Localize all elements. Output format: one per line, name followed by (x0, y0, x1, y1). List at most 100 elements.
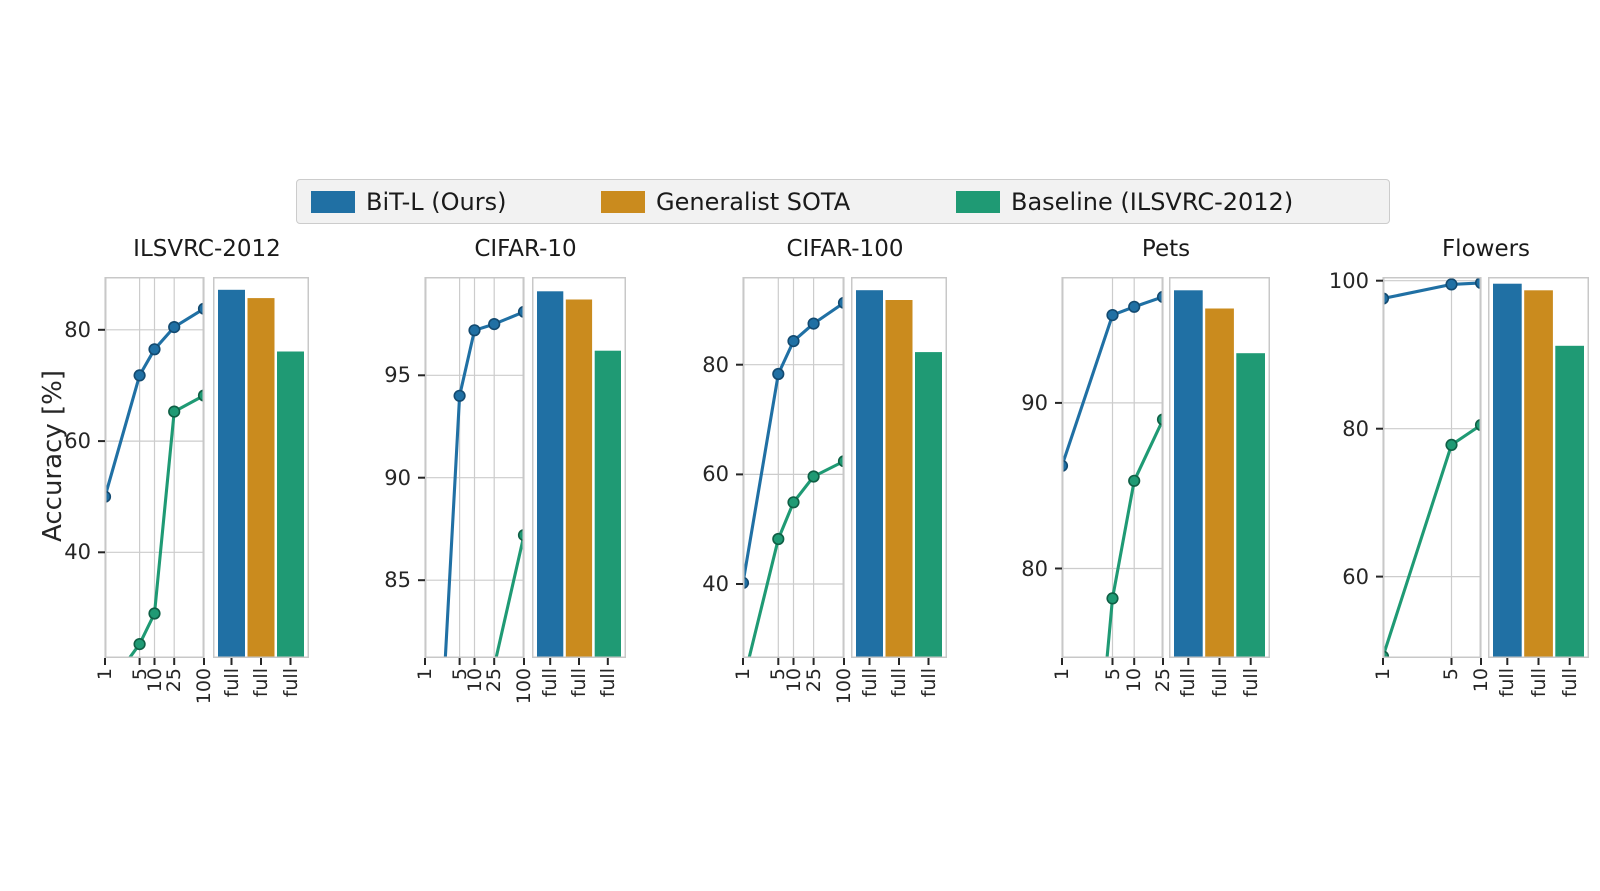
axes-spine (105, 277, 204, 658)
x-tick-label: 5 (1101, 668, 1124, 681)
axes-spine (1062, 277, 1163, 658)
y-axis-label: Accuracy [%] (38, 370, 68, 542)
x-tick-label: full (250, 668, 272, 698)
legend-label-generalist-sota: Generalist SOTA (656, 187, 851, 216)
bar-bit-l-ours (856, 290, 883, 658)
data-point (787, 496, 800, 509)
data-point (168, 320, 181, 334)
x-tick-label: 10 (143, 668, 166, 693)
line-series-baseline-ilsvrc-2012 (747, 455, 844, 658)
line-series-bit-l-ours (443, 305, 524, 658)
data-point (1445, 438, 1458, 451)
axes-spine (532, 277, 626, 658)
data-point (807, 317, 820, 330)
data-point (772, 367, 785, 381)
axes-spine (1488, 277, 1589, 658)
data-point (787, 334, 800, 348)
data-point (468, 324, 481, 337)
data-point (148, 607, 161, 620)
line-path (1105, 417, 1163, 658)
bar-bit-l-ours (1174, 290, 1203, 658)
bar-plot-pets (1169, 277, 1270, 665)
data-point (1106, 592, 1119, 605)
line-plot-ilsvrc-2012 (98, 277, 205, 665)
x-tick-label: full (1208, 668, 1231, 698)
y-tick-label: 100 (1328, 268, 1369, 293)
x-tick-label: 25 (802, 668, 825, 693)
legend-swatch-bit-l (311, 190, 355, 213)
data-point (1128, 300, 1141, 313)
x-tick-label: 25 (163, 668, 186, 693)
line-plot-cifar-100 (736, 277, 845, 665)
data-point (488, 317, 501, 331)
panel-title-pets: Pets (1141, 236, 1191, 262)
panel-title-cifar-10: CIFAR-10 (474, 236, 577, 262)
y-tick-label: 40 (64, 540, 91, 565)
line-series-bit-l-ours (743, 296, 844, 589)
y-tick-label: 80 (1021, 556, 1048, 581)
x-tick-label: 10 (1123, 668, 1146, 693)
axes-spine (213, 277, 309, 658)
x-tick-label: 1 (1051, 668, 1073, 681)
bar-bit-l-ours (537, 291, 564, 658)
x-tick-label: full (596, 668, 619, 698)
panel-title-flowers: Flowers (1441, 236, 1531, 262)
axes-spine (425, 277, 524, 658)
legend-swatch-generalist-sota (601, 190, 645, 213)
legend-item-baseline: Baseline (ILSVRC-2012) (956, 180, 1293, 223)
axes-spine (851, 277, 947, 658)
bar-baseline-ilsvrc-2012 (594, 350, 621, 658)
y-tick-label: 40 (702, 571, 729, 596)
y-tick-label: 60 (64, 429, 91, 454)
legend-label-baseline: Baseline (ILSVRC-2012) (1011, 187, 1294, 216)
line-series-baseline-ilsvrc-2012 (1383, 418, 1481, 658)
x-tick-label: 1 (1372, 668, 1394, 681)
line-series-bit-l-ours (1383, 277, 1481, 305)
x-tick-label: 10 (1470, 668, 1492, 693)
x-tick-label: 100 (833, 668, 855, 705)
bar-plot-cifar-100 (851, 277, 947, 665)
line-path (494, 533, 524, 658)
x-tick-label: full (279, 668, 302, 698)
x-tick-label: full (1558, 668, 1581, 698)
bar-baseline-ilsvrc-2012 (1555, 345, 1584, 658)
data-point (469, 780, 480, 791)
x-tick-label: full (539, 668, 562, 698)
x-tick-label: full (888, 668, 910, 698)
line-plot-pets (1055, 277, 1164, 665)
legend-swatch-baseline (956, 190, 1000, 213)
panel-title-cifar-100: CIFAR-100 (786, 236, 904, 262)
x-tick-label: full (568, 668, 590, 698)
y-tick-label: 85 (384, 568, 411, 593)
y-tick-label: 80 (1342, 416, 1369, 441)
x-tick-label: 10 (782, 668, 805, 693)
x-tick-label: full (1496, 668, 1519, 698)
bar-plot-flowers (1488, 277, 1589, 665)
y-tick-label: 80 (64, 317, 91, 342)
bar-generalist-sota (565, 299, 593, 658)
bar-generalist-sota (247, 298, 275, 658)
data-point (772, 532, 785, 546)
bar-generalist-sota (1205, 308, 1234, 658)
axes-spine (743, 277, 844, 658)
x-tick-label: 10 (463, 668, 486, 693)
x-tick-label: full (1177, 668, 1200, 698)
bar-generalist-sota (1524, 290, 1553, 658)
data-point (453, 389, 466, 402)
legend-label-bit-l: BiT-L (Ours) (366, 187, 507, 216)
line-path (1383, 423, 1481, 658)
y-tick-label: 95 (384, 363, 411, 388)
bar-bit-l-ours (1493, 283, 1522, 658)
line-plot-cifar-10 (418, 277, 525, 665)
bar-plot-cifar-10 (532, 277, 626, 665)
x-tick-label: full (220, 668, 243, 698)
x-tick-label: 25 (483, 668, 506, 693)
axes-spine (1169, 277, 1270, 658)
bar-plot-ilsvrc-2012 (213, 277, 309, 665)
line-path (1062, 295, 1163, 468)
data-point (133, 638, 146, 651)
bar-baseline-ilsvrc-2012 (915, 352, 942, 658)
line-plot-flowers (1376, 277, 1482, 665)
x-tick-label: 100 (193, 668, 215, 705)
